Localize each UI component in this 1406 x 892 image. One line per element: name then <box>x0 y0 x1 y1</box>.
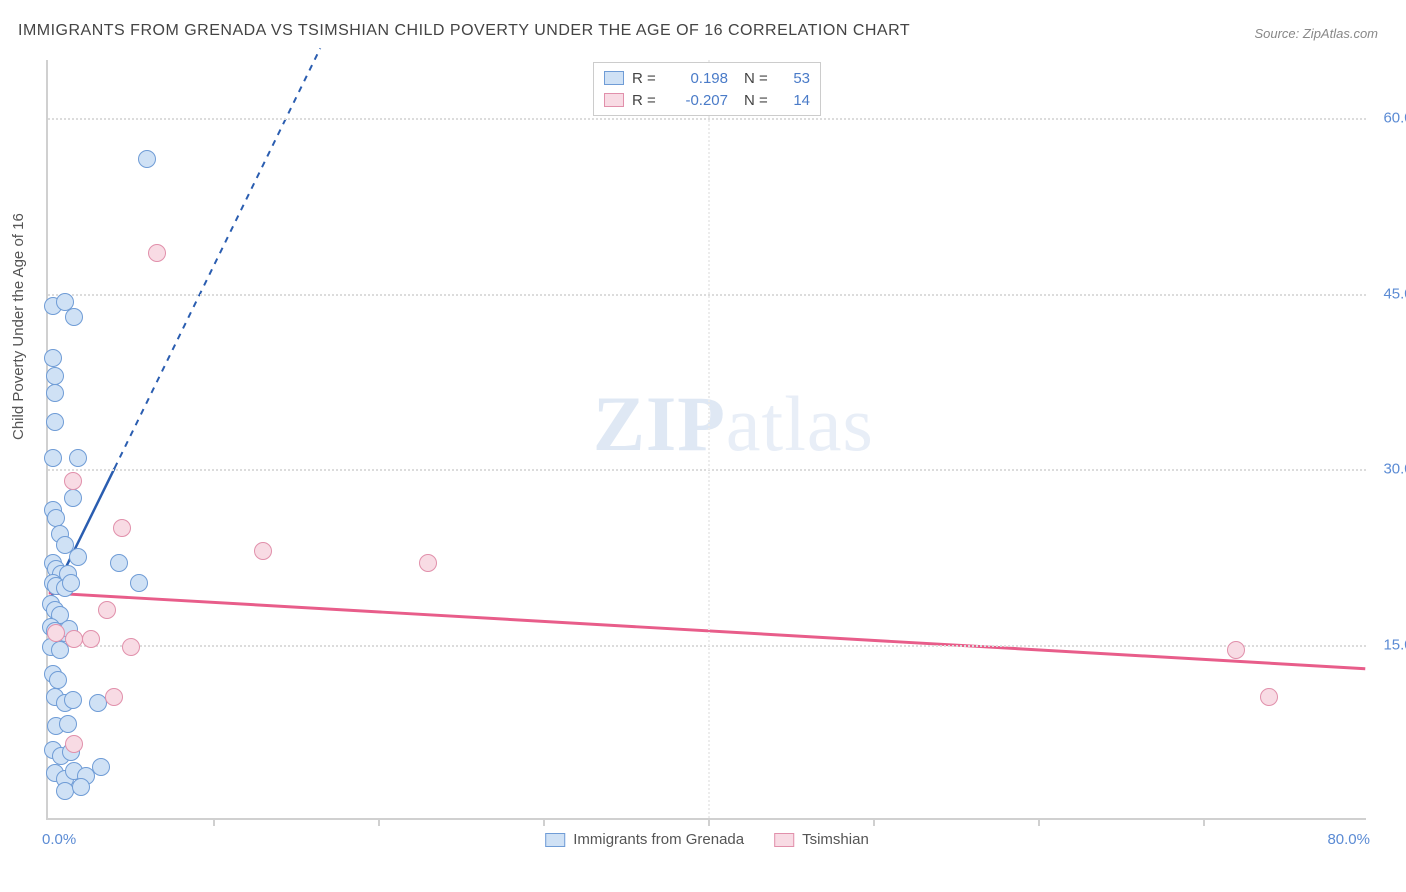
source-label: Source: ZipAtlas.com <box>1254 26 1378 41</box>
x-tick-mark <box>213 818 215 826</box>
y-tick-label: 15.0% <box>1371 636 1406 653</box>
chart-title: IMMIGRANTS FROM GRENADA VS TSIMSHIAN CHI… <box>18 22 910 40</box>
data-point <box>46 413 64 431</box>
legend-swatch <box>604 93 624 107</box>
data-point <box>122 638 140 656</box>
x-tick-mark <box>543 818 545 826</box>
data-point <box>47 624 65 642</box>
x-tick-mark <box>1038 818 1040 826</box>
data-point <box>64 489 82 507</box>
data-point <box>138 150 156 168</box>
data-point <box>110 554 128 572</box>
watermark: ZIPatlas <box>593 379 874 469</box>
data-point <box>65 630 83 648</box>
legend-item: Tsimshian <box>774 831 869 848</box>
data-point <box>92 758 110 776</box>
data-point <box>51 641 69 659</box>
data-point <box>148 244 166 262</box>
gridline-h <box>48 118 1366 120</box>
data-point <box>46 384 64 402</box>
legend-n-value: 14 <box>780 92 810 109</box>
series-legend: Immigrants from Grenada Tsimshian <box>545 831 869 848</box>
legend-r-label: R = <box>632 92 660 109</box>
x-tick-mark <box>378 818 380 826</box>
chart-plot-area: ZIPatlas R =0.198N =53R =-0.207N =14 Imm… <box>46 60 1366 820</box>
data-point <box>62 574 80 592</box>
x-tick-mark <box>873 818 875 826</box>
data-point <box>1260 688 1278 706</box>
data-point <box>69 548 87 566</box>
data-point <box>113 519 131 537</box>
data-point <box>64 691 82 709</box>
data-point <box>59 715 77 733</box>
trend-line <box>49 593 1366 669</box>
gridline-h <box>48 294 1366 296</box>
trend-lines-layer <box>48 60 1366 818</box>
x-max-label: 80.0% <box>1327 831 1370 848</box>
trend-line <box>115 48 321 468</box>
data-point <box>65 308 83 326</box>
watermark-light: atlas <box>726 380 874 467</box>
y-tick-label: 60.0% <box>1371 110 1406 127</box>
gridline-v <box>708 60 710 818</box>
data-point <box>56 782 74 800</box>
x-tick-mark <box>1203 818 1205 826</box>
data-point <box>49 671 67 689</box>
data-point <box>98 601 116 619</box>
data-point <box>65 735 83 753</box>
gridline-h <box>48 645 1366 647</box>
data-point <box>254 542 272 560</box>
legend-label: Immigrants from Grenada <box>573 831 744 848</box>
y-tick-label: 30.0% <box>1371 461 1406 478</box>
data-point <box>1227 641 1245 659</box>
data-point <box>64 472 82 490</box>
data-point <box>69 449 87 467</box>
data-point <box>82 630 100 648</box>
legend-item: Immigrants from Grenada <box>545 831 744 848</box>
data-point <box>89 694 107 712</box>
legend-r-label: R = <box>632 70 660 87</box>
data-point <box>46 367 64 385</box>
data-point <box>72 778 90 796</box>
legend-row: R = 0.198 N = 53 <box>604 67 810 89</box>
data-point <box>44 349 62 367</box>
x-origin-label: 0.0% <box>42 831 76 848</box>
legend-n-label: N = <box>744 70 772 87</box>
data-point <box>419 554 437 572</box>
data-point <box>130 574 148 592</box>
x-tick-mark <box>708 818 710 826</box>
correlation-legend: R = 0.198 N = 53 R = -0.207 N = 14 <box>593 62 821 116</box>
gridline-h <box>48 469 1366 471</box>
data-point <box>44 449 62 467</box>
legend-n-value: 53 <box>780 70 810 87</box>
legend-swatch <box>604 71 624 85</box>
legend-label: Tsimshian <box>802 831 869 848</box>
y-tick-label: 45.0% <box>1371 285 1406 302</box>
legend-n-label: N = <box>744 92 772 109</box>
legend-swatch <box>545 833 565 847</box>
legend-swatch <box>774 833 794 847</box>
data-point <box>105 688 123 706</box>
y-axis-title: Child Poverty Under the Age of 16 <box>10 213 27 440</box>
watermark-bold: ZIP <box>593 380 726 467</box>
legend-r-value: -0.207 <box>668 92 728 109</box>
legend-row: R = -0.207 N = 14 <box>604 89 810 111</box>
legend-r-value: 0.198 <box>668 70 728 87</box>
